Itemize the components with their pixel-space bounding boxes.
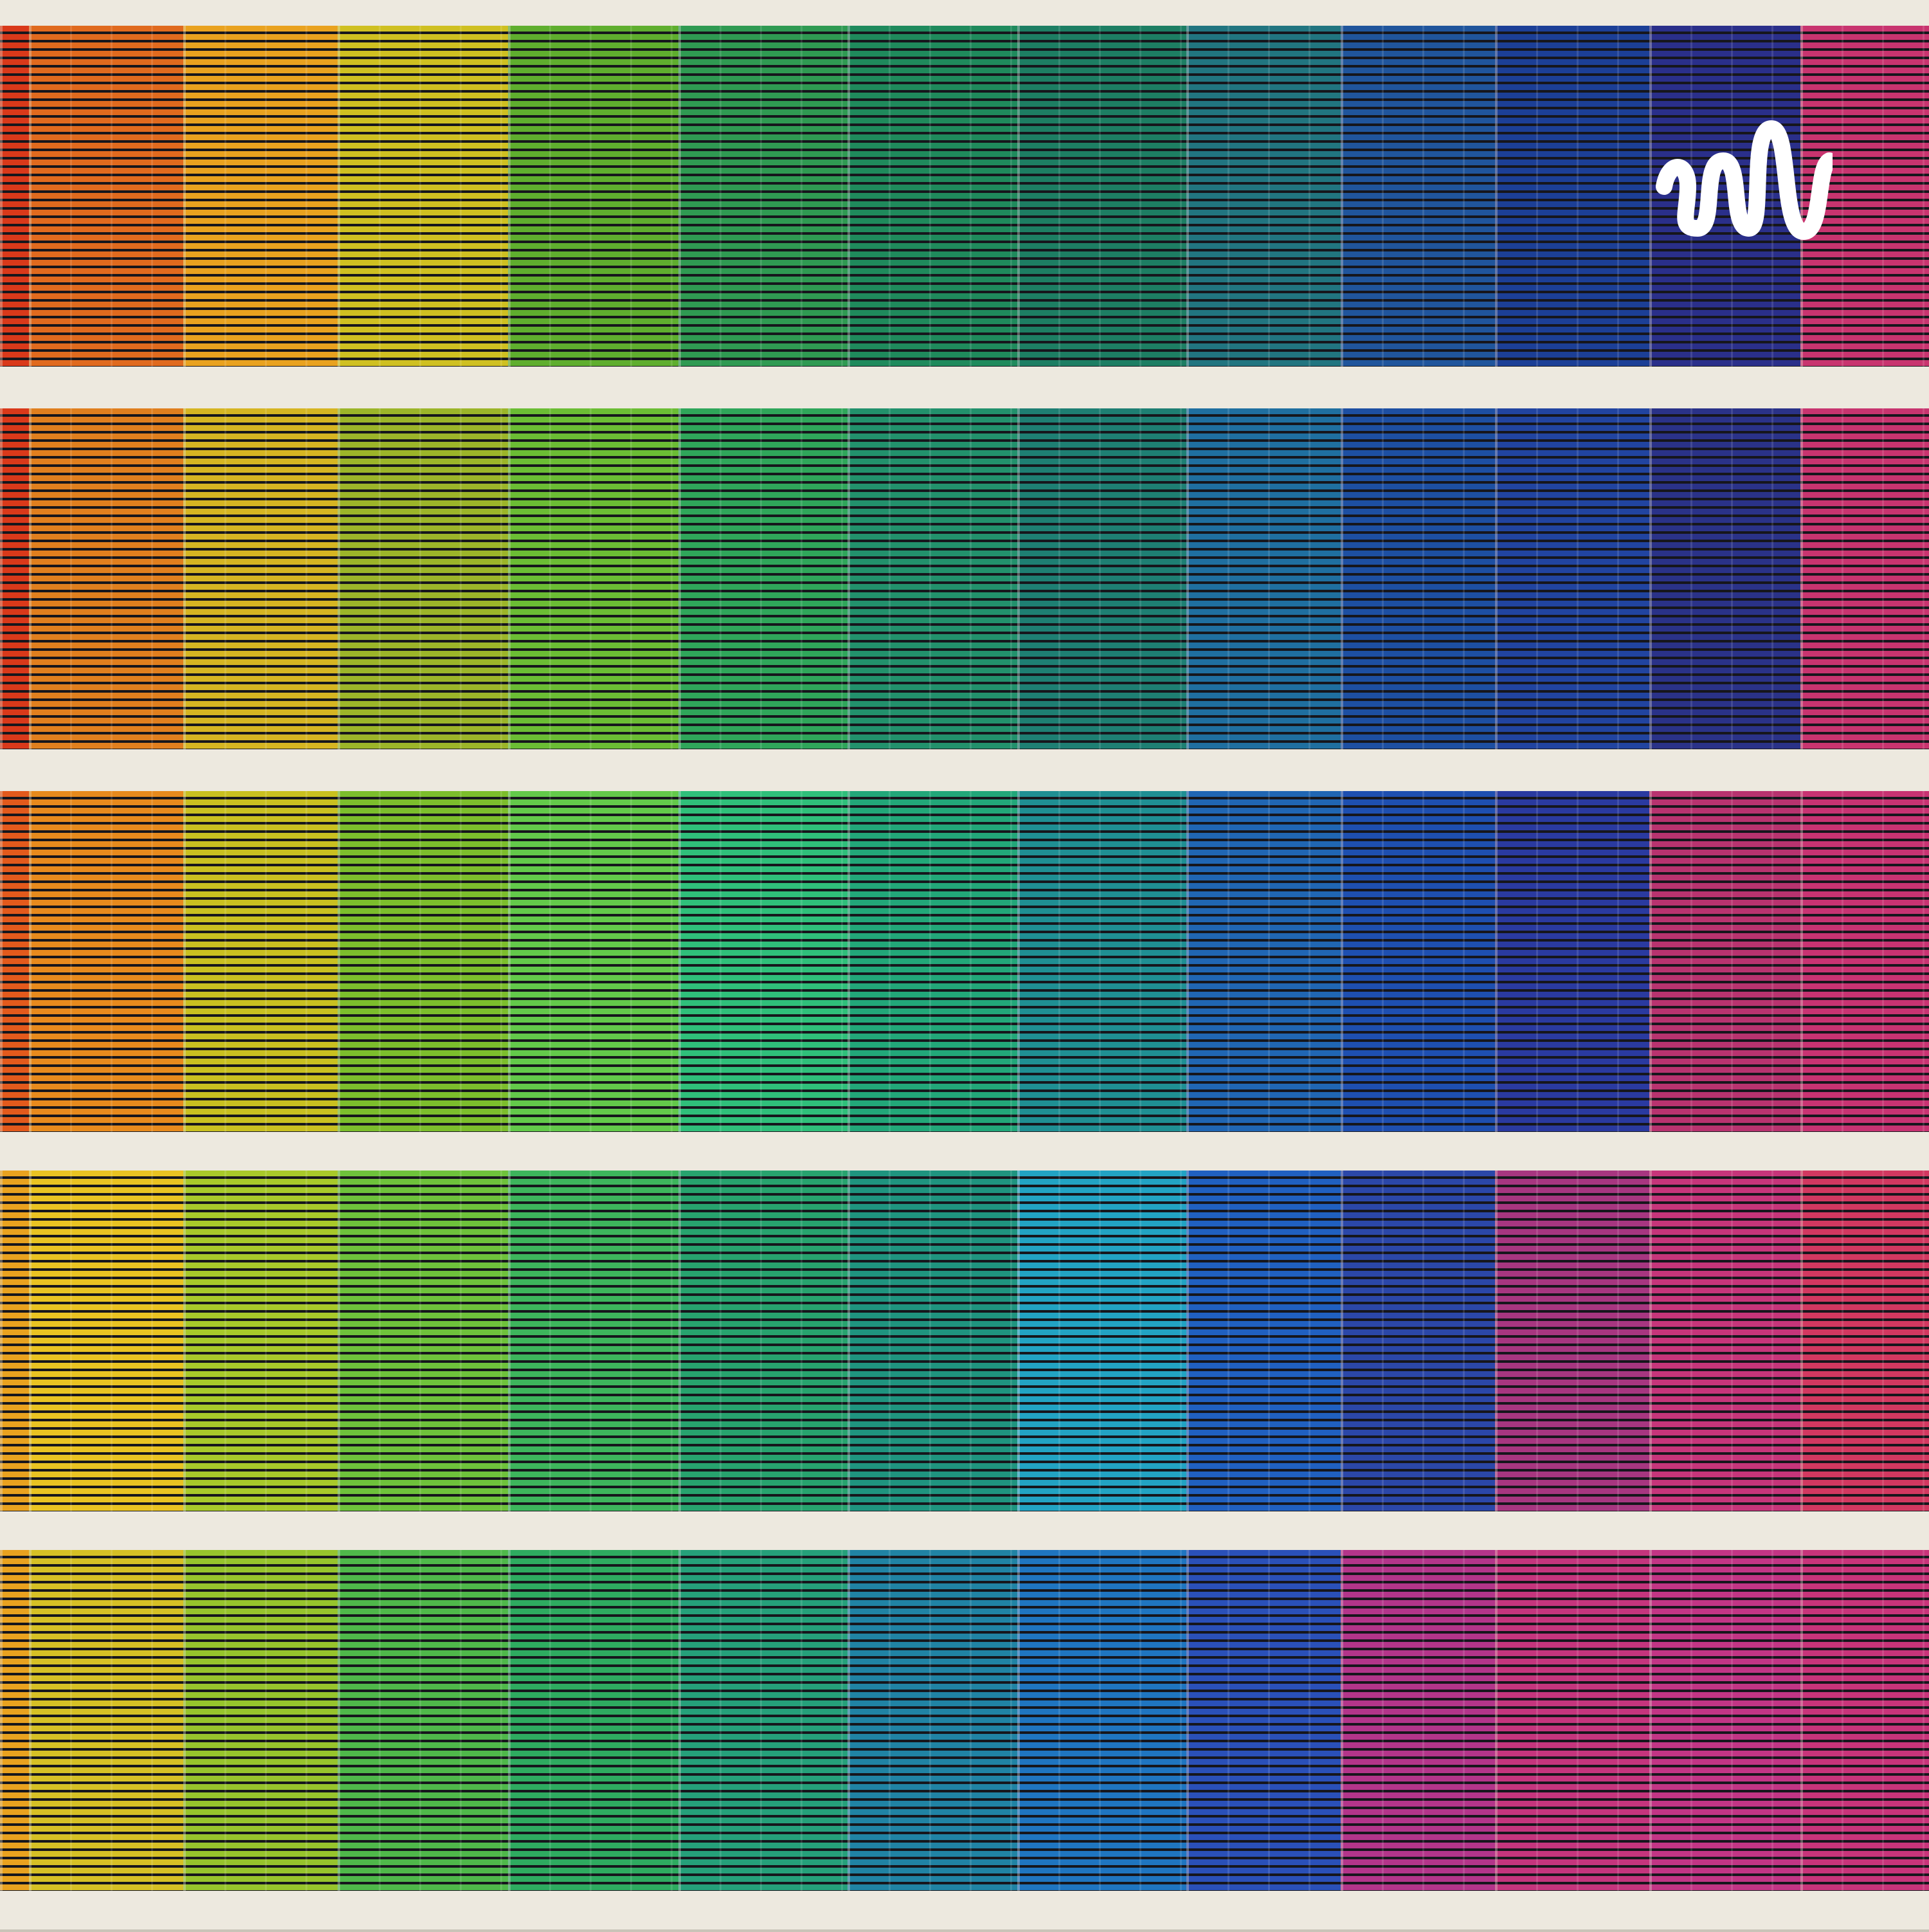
window-blind-panel: [1649, 1171, 1800, 1511]
facade-floor: [0, 1171, 1929, 1511]
window-blind-panel: [508, 1550, 678, 1891]
window-blind-panel: [508, 791, 678, 1132]
window-blind-panel: [1341, 1171, 1495, 1511]
window-blind-panel: [1017, 791, 1186, 1132]
window-blind-panel: [338, 26, 508, 367]
window-blind-panel: [508, 26, 678, 367]
window-blind-panel: [338, 791, 508, 1132]
window-blind-panel: [1800, 408, 1929, 749]
window-blind-panel: [1495, 791, 1649, 1132]
window-blind-panel: [338, 1550, 508, 1891]
window-blind-panel: [1186, 408, 1341, 749]
floor-slab: [0, 0, 1929, 28]
window-blind-panel: [1186, 1171, 1341, 1511]
window-blind-panel: [0, 791, 29, 1132]
window-blind-panel: [847, 408, 1017, 749]
window-blind-panel: [1341, 791, 1495, 1132]
window-blind-panel: [678, 1171, 847, 1511]
window-blind-panel: [847, 791, 1017, 1132]
window-blind-panel: [1186, 26, 1341, 367]
floor-slab: [0, 1132, 1929, 1173]
window-blind-panel: [1186, 1550, 1341, 1891]
window-blind-panel: [1495, 408, 1649, 749]
window-blind-panel: [29, 26, 183, 367]
window-blind-panel: [1186, 791, 1341, 1132]
window-blind-panel: [1341, 26, 1495, 367]
facade-floor: [0, 1550, 1929, 1891]
facade-floor: [0, 791, 1929, 1132]
window-blind-panel: [847, 1550, 1017, 1891]
window-blind-panel: [0, 26, 29, 367]
window-blind-panel: [1495, 1550, 1649, 1891]
window-blind-panel: [1017, 1171, 1186, 1511]
window-blind-panel: [29, 1550, 183, 1891]
window-blind-panel: [1800, 791, 1929, 1132]
window-blind-panel: [1495, 1171, 1649, 1511]
window-blind-panel: [847, 26, 1017, 367]
window-blind-panel: [1017, 408, 1186, 749]
floor-slab: [0, 1511, 1929, 1553]
floor-slab: [0, 367, 1929, 411]
window-blind-panel: [183, 26, 338, 367]
window-blind-panel: [678, 26, 847, 367]
window-blind-panel: [29, 408, 183, 749]
window-blind-panel: [1649, 791, 1800, 1132]
floor-slab: [0, 749, 1929, 794]
window-blind-panel: [847, 1171, 1017, 1511]
window-blind-panel: [1017, 26, 1186, 367]
window-blind-panel: [1800, 1171, 1929, 1511]
window-blind-panel: [678, 408, 847, 749]
facade-floor: [0, 26, 1929, 367]
window-blind-panel: [0, 1550, 29, 1891]
window-blind-panel: [1495, 26, 1649, 367]
window-blind-panel: [1649, 1550, 1800, 1891]
window-blind-panel: [678, 791, 847, 1132]
window-blind-panel: [1341, 1550, 1495, 1891]
window-blind-panel: [29, 791, 183, 1132]
window-blind-panel: [1800, 1550, 1929, 1891]
podcast-wave-logo-icon: [1656, 120, 1833, 240]
window-blind-panel: [0, 1171, 29, 1511]
window-blind-panel: [29, 1171, 183, 1511]
window-blind-panel: [0, 408, 29, 749]
floor-slab: [0, 1891, 1929, 1932]
window-blind-panel: [338, 1171, 508, 1511]
window-blind-panel: [183, 791, 338, 1132]
window-blind-panel: [338, 408, 508, 749]
window-blind-panel: [183, 1171, 338, 1511]
facade-floor: [0, 408, 1929, 749]
window-blind-panel: [508, 1171, 678, 1511]
window-blind-panel: [678, 1550, 847, 1891]
window-blind-panel: [183, 1550, 338, 1891]
window-blind-panel: [183, 408, 338, 749]
window-blind-panel: [1017, 1550, 1186, 1891]
window-blind-panel: [508, 408, 678, 749]
window-blind-panel: [1649, 408, 1800, 749]
window-blind-panel: [1649, 26, 1800, 367]
window-blind-panel: [1341, 408, 1495, 749]
